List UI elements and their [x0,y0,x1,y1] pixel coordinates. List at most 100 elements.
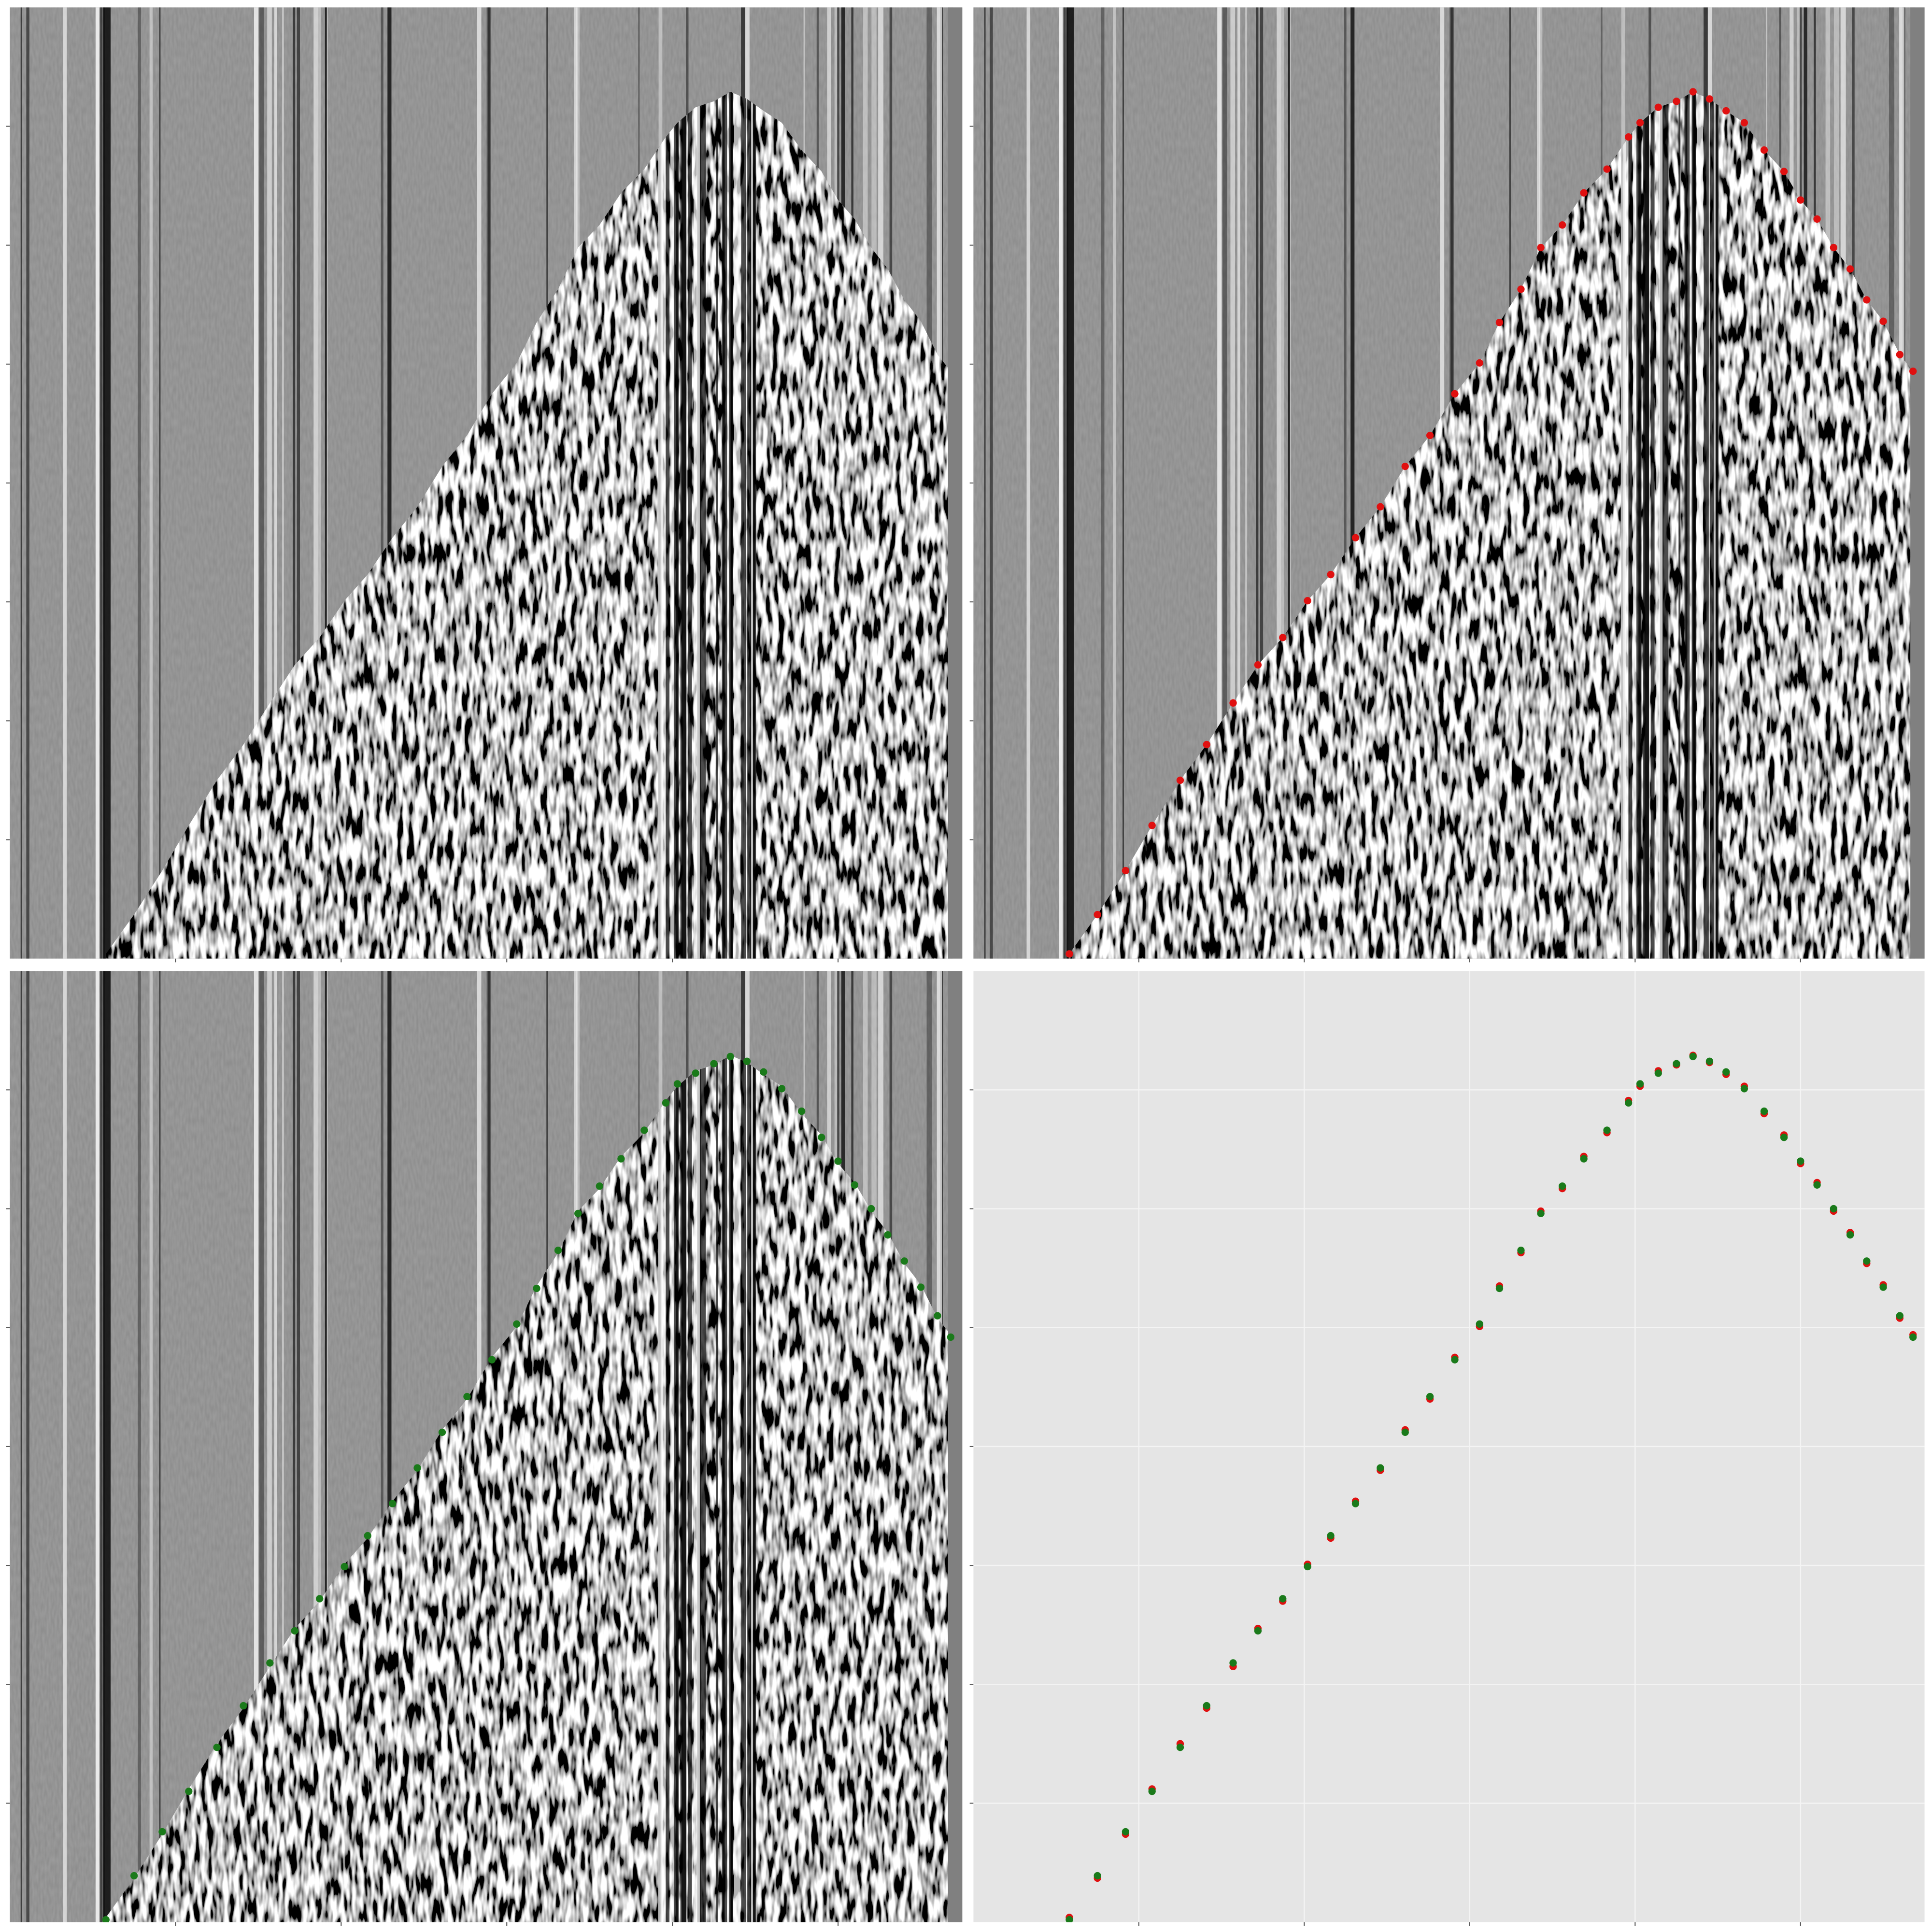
trace-stripe [1260,7,1264,959]
trace-stripe [1709,92,1715,959]
trace-stripe [267,7,272,959]
trace-stripe [138,7,141,959]
trace-stripe [725,92,731,959]
trace-stripe [326,7,328,959]
pick-point [1879,317,1887,325]
trace-stripe [688,92,692,959]
trace-stripe [658,92,663,959]
pick-point [818,1134,825,1141]
trace-stripe [1281,7,1284,959]
trace-stripe [149,7,153,959]
trace-stripe [723,1055,727,1922]
pick-point [1909,1333,1917,1341]
trace-stripe [100,7,105,959]
pick-point [1229,699,1237,707]
trace-stripe [1620,92,1626,959]
trace-stripe [313,971,318,1922]
pick-point [1401,462,1409,470]
trace-stripe [1685,92,1690,959]
trace-stripe [326,971,328,1922]
pick-point [947,1333,954,1341]
pick-point [1654,103,1662,111]
pick-point [778,1085,786,1093]
pick-point [934,1312,941,1320]
panel [6,971,963,1926]
pick-point [726,1052,734,1061]
pick-point [1830,243,1837,252]
trace-stripe [1113,7,1116,959]
pick-point [596,1182,603,1190]
trace-stripe [729,1055,734,1922]
trace-stripe [274,7,277,959]
pick-point [1279,634,1287,641]
trace-stripe [694,92,700,959]
pick-point [1065,1916,1073,1922]
pick-point [798,1108,806,1115]
trace-stripe [1063,7,1068,959]
trace-stripe [1713,92,1716,959]
trace-stripe [666,1055,670,1922]
trace-stripe [1650,92,1655,959]
trace-stripe [741,92,746,959]
pick-point [1673,98,1680,105]
pick-point [185,1788,193,1795]
plot-area [973,971,1925,1922]
pick-point [1476,1320,1484,1328]
trace-stripe [1064,7,1066,959]
trace-stripe [1678,92,1681,959]
pick-point [513,1320,521,1328]
trace-stripe [673,1055,678,1922]
pick-point [1636,119,1644,127]
pick-point [1636,1080,1644,1088]
trace-stripe [254,7,258,959]
pick-point [1537,1209,1545,1218]
pick-point [1176,1744,1184,1751]
trace-stripe [1230,7,1236,959]
trace-stripe [1256,7,1259,959]
trace-stripe [729,92,734,959]
trace-stripe [716,92,718,959]
trace-stripe [1344,7,1347,959]
trace-stripe [1237,7,1240,959]
pick-point [1705,1057,1714,1065]
pick-point [834,1157,842,1165]
trace-stripe [297,971,300,1922]
trace-stripe [1623,92,1629,959]
pick-point [1624,1099,1633,1107]
trace-stripe [63,971,67,1922]
trace-stripe [716,1055,718,1922]
pick-point [291,1627,298,1635]
trace-stripe [694,1055,700,1922]
pick-point [1780,168,1788,175]
pick-point [574,1209,582,1218]
trace-stripe [274,971,277,1922]
trace-stripe [100,971,105,1922]
pick-point [1740,119,1748,127]
pick-point [1517,285,1525,293]
trace-stripe [660,92,667,959]
pick-point [1896,351,1904,358]
pick-point [1689,88,1697,96]
trace-stripe [660,1055,667,1922]
pick-point [1624,133,1633,141]
trace-stripe [282,7,284,959]
trace-stripe [1245,7,1248,959]
trace-stripe [1688,92,1693,959]
pick-point [1896,1312,1904,1320]
trace-stripe [666,92,670,959]
trace-stripe [100,7,102,959]
trace-stripe [1633,92,1638,959]
trace-stripe [149,971,153,1922]
trace-stripe [103,7,111,959]
trace-stripe [747,92,752,959]
trace-stripe [1122,7,1124,959]
pick-point [1722,107,1730,115]
pick-point [413,1464,421,1472]
pick-point [1203,1702,1210,1710]
trace-stripe [20,971,22,1922]
pick-point [1065,950,1073,958]
trace-stripe [1289,7,1291,959]
pick-point [1863,1257,1871,1265]
panel [969,971,1925,1926]
